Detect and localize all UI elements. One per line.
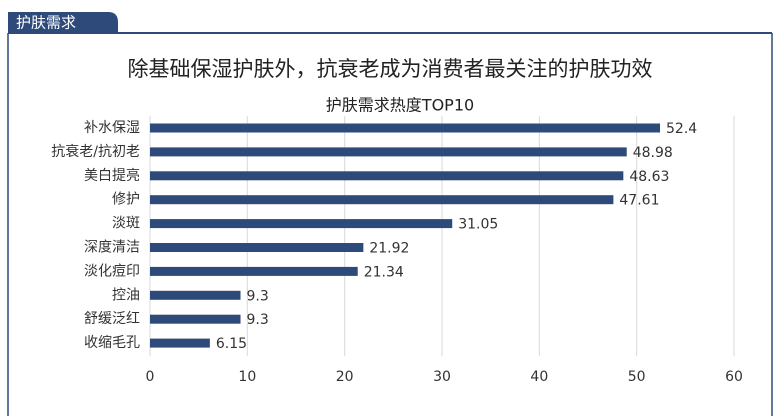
value-label: 48.98	[633, 145, 673, 161]
value-label: 52.4	[666, 121, 697, 137]
x-tick-label: 50	[628, 369, 646, 385]
value-label: 47.61	[619, 193, 659, 209]
bar	[150, 195, 614, 205]
value-label: 21.92	[369, 241, 409, 257]
y-tick-label: 收缩毛孔	[84, 335, 140, 351]
y-tick-label: 美白提亮	[84, 167, 140, 184]
section-tag: 护肤需求	[16, 14, 76, 32]
x-tick-label: 20	[336, 369, 354, 385]
value-label: 9.3	[247, 288, 269, 304]
y-tick-label: 抗衰老/抗初老	[51, 143, 140, 160]
bar	[150, 314, 241, 324]
value-label: 31.05	[458, 217, 498, 233]
x-tick-label: 40	[530, 369, 548, 385]
value-label: 6.15	[216, 336, 247, 352]
x-tick-label: 10	[238, 369, 256, 385]
bar	[150, 219, 453, 229]
x-tick-label: 60	[725, 369, 743, 385]
x-tick-label: 30	[433, 369, 451, 385]
value-label: 9.3	[247, 312, 269, 328]
y-tick-label: 深度清洁	[84, 240, 140, 256]
y-tick-label: 淡斑	[112, 216, 140, 232]
bar	[150, 147, 627, 157]
value-label: 48.63	[629, 169, 669, 185]
y-tick-label: 控油	[112, 287, 140, 303]
bar	[150, 266, 358, 276]
bar	[150, 123, 661, 133]
chart-title: 护肤需求热度TOP10	[326, 96, 474, 115]
bar	[150, 171, 624, 181]
section-tab	[8, 12, 118, 33]
y-tick-label: 舒缓泛红	[84, 311, 140, 327]
bar	[150, 338, 210, 348]
y-tick-label: 补水保湿	[84, 120, 140, 136]
y-tick-label: 修护	[112, 192, 140, 208]
value-label: 21.34	[364, 264, 404, 280]
x-tick-label: 0	[146, 369, 155, 385]
bar	[150, 290, 241, 300]
headline: 除基础保湿护肤外，抗衰老成为消费者最关注的护肤功效	[128, 57, 653, 81]
y-tick-label: 淡化痘印	[84, 263, 140, 279]
bar	[150, 243, 364, 252]
